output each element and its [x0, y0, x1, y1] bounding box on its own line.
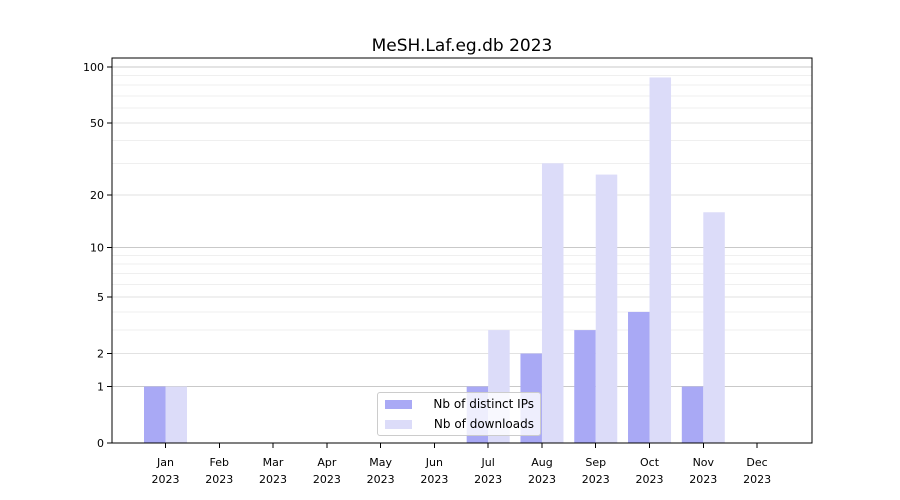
x-axis-year-label-apr: 2023: [313, 473, 341, 486]
x-axis-year-label-jan: 2023: [152, 473, 180, 486]
legend-swatch-downloads: [385, 419, 412, 429]
x-axis-year-label-dec: 2023: [743, 473, 771, 486]
x-axis-month-label-apr: Apr: [317, 456, 337, 469]
bar-distinct-ips-sep: [574, 330, 596, 443]
legend-entry-distinct-ips: Nb of distinct IPs: [385, 396, 540, 412]
legend-label-downloads: Nb of downloads: [433, 417, 534, 431]
plot-border: [111, 57, 813, 444]
bar-downloads-nov: [703, 212, 725, 443]
x-axis-month-label-nov: Nov: [693, 456, 715, 469]
x-axis-year-label-feb: 2023: [205, 473, 233, 486]
bar-distinct-ips-jan: [144, 386, 166, 443]
bar-downloads-sep: [595, 174, 618, 443]
bar-downloads-aug: [541, 163, 564, 443]
x-axis-year-label-sep: 2023: [582, 473, 610, 486]
x-axis-year-label-jul: 2023: [474, 473, 502, 486]
x-axis-month-label-jan: Jan: [156, 456, 174, 469]
y-axis-tick-label-2: 2: [97, 348, 104, 361]
x-axis-year-label-jun: 2023: [420, 473, 448, 486]
chart-title: MeSH.Laf.eg.db 2023: [371, 36, 553, 56]
bar-distinct-ips-oct: [628, 311, 650, 443]
y-axis-tick-label-10: 10: [90, 242, 104, 255]
y-axis-tick-label-50: 50: [90, 117, 104, 130]
x-axis-month-label-dec: Dec: [746, 456, 767, 469]
y-axis-tick-label-20: 20: [90, 189, 104, 202]
legend-swatch-distinct-ips: [385, 399, 412, 409]
x-axis-month-label-mar: Mar: [263, 456, 284, 469]
x-axis-year-label-may: 2023: [367, 473, 395, 486]
legend-entry-downloads: Nb of downloads: [385, 416, 540, 432]
y-axis-tick-label-5: 5: [97, 291, 104, 304]
legend-label-distinct-ips: Nb of distinct IPs: [433, 397, 534, 411]
x-axis-year-label-mar: 2023: [259, 473, 287, 486]
x-axis-month-label-sep: Sep: [585, 456, 606, 469]
x-axis-month-label-feb: Feb: [210, 456, 229, 469]
bar-downloads-oct: [649, 77, 672, 443]
x-axis-month-label-aug: Aug: [531, 456, 552, 469]
x-axis-month-label-jul: Jul: [481, 456, 495, 469]
x-axis-year-label-oct: 2023: [636, 473, 664, 486]
bar-downloads-jan: [165, 386, 187, 443]
y-axis-tick-label-0: 0: [97, 437, 104, 450]
x-axis-month-label-jun: Jun: [425, 456, 443, 469]
x-axis-year-label-aug: 2023: [528, 473, 556, 486]
bar-distinct-ips-nov: [681, 386, 704, 443]
x-axis-month-label-oct: Oct: [640, 456, 660, 469]
y-axis-tick-label-100: 100: [83, 61, 104, 74]
legend: Nb of distinct IPs Nb of downloads: [377, 392, 541, 436]
x-axis-month-label-may: May: [369, 456, 392, 469]
y-axis-tick-label-1: 1: [97, 381, 104, 394]
x-axis-year-label-nov: 2023: [689, 473, 717, 486]
